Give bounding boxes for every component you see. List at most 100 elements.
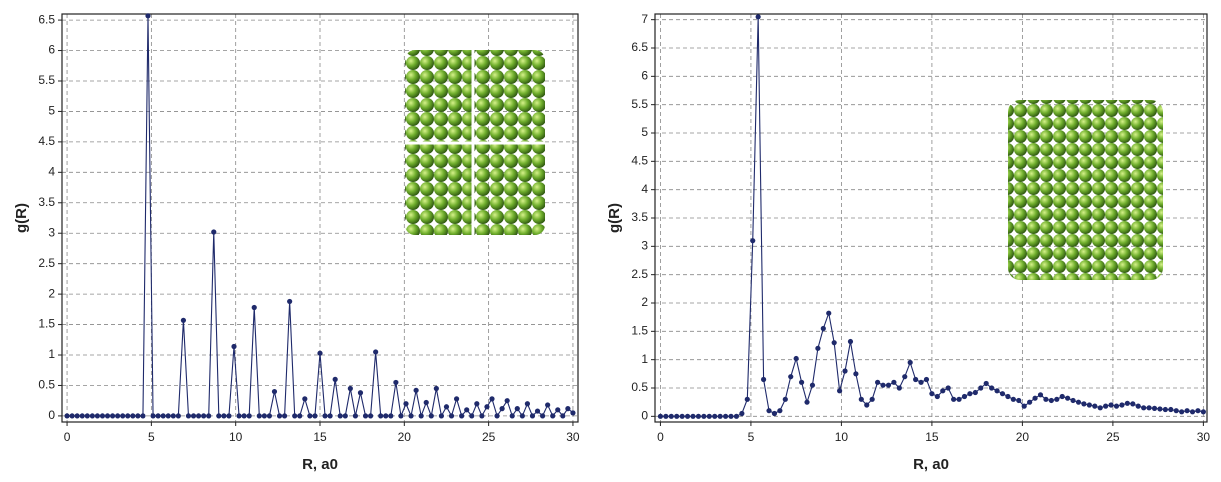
data-point xyxy=(972,389,978,396)
y-tick-label: 0.5 xyxy=(631,380,648,394)
data-point xyxy=(519,413,525,419)
data-point xyxy=(728,413,734,419)
y-tick-label: 4.5 xyxy=(38,134,55,148)
data-point xyxy=(750,238,756,244)
data-point xyxy=(918,379,924,385)
data-point xyxy=(378,413,384,419)
data-point xyxy=(999,391,1006,397)
data-point xyxy=(524,401,531,407)
x-tick-label: 10 xyxy=(835,430,849,444)
data-point xyxy=(145,13,151,19)
x-tick-label: 10 xyxy=(229,430,243,444)
data-point xyxy=(342,413,348,419)
y-tick-label: 2.5 xyxy=(631,267,648,281)
data-point xyxy=(706,413,712,419)
data-point xyxy=(961,393,968,400)
y-axis-label: g(R) xyxy=(606,203,623,233)
data-point xyxy=(201,413,207,419)
data-point xyxy=(534,408,541,414)
data-point xyxy=(1075,399,1082,405)
data-point xyxy=(570,410,576,416)
data-point xyxy=(211,229,217,235)
y-tick-label: 3 xyxy=(641,239,648,253)
data-point xyxy=(266,413,273,419)
y-tick-label: 6 xyxy=(48,43,55,57)
data-point xyxy=(560,413,566,419)
data-point xyxy=(1021,403,1027,409)
y-tick-label: 5.5 xyxy=(631,97,648,111)
data-point xyxy=(155,413,161,419)
data-point xyxy=(744,396,750,402)
data-point xyxy=(276,413,283,419)
x-tick-label: 15 xyxy=(313,430,327,444)
y-tick-label: 2 xyxy=(641,295,648,309)
data-point xyxy=(170,413,176,419)
data-point xyxy=(978,385,984,391)
data-point xyxy=(777,408,783,414)
data-point xyxy=(438,413,445,419)
data-point xyxy=(74,413,80,419)
data-point xyxy=(1108,402,1114,408)
data-point xyxy=(809,382,816,388)
data-point xyxy=(880,382,886,388)
data-point xyxy=(1016,397,1022,404)
data-point xyxy=(1124,400,1130,406)
data-point xyxy=(459,413,465,419)
x-axis-label: R, a0 xyxy=(913,456,949,473)
data-point xyxy=(837,388,843,394)
data-point xyxy=(453,396,460,402)
data-point xyxy=(945,385,951,391)
data-point xyxy=(1097,405,1103,411)
data-point xyxy=(771,410,778,417)
y-tick-label: 5 xyxy=(641,125,648,139)
data-point xyxy=(545,402,551,408)
x-tick-label: 25 xyxy=(1106,430,1120,444)
inset-left xyxy=(405,50,545,235)
data-point xyxy=(327,413,333,419)
data-point xyxy=(1010,396,1016,402)
data-point xyxy=(1048,397,1054,404)
data-point xyxy=(352,413,359,419)
y-tick-label: 5.5 xyxy=(38,73,55,87)
data-point xyxy=(831,340,837,346)
data-point xyxy=(934,393,940,400)
data-point xyxy=(722,413,729,419)
data-point xyxy=(923,376,930,383)
data-point xyxy=(1113,403,1120,409)
data-point xyxy=(983,380,989,387)
data-point xyxy=(241,413,247,419)
data-point xyxy=(418,413,424,419)
y-tick-label: 1.5 xyxy=(631,324,648,338)
data-point xyxy=(1065,395,1071,401)
data-point xyxy=(393,379,399,386)
data-point xyxy=(788,374,794,380)
data-point xyxy=(1086,402,1092,408)
data-point xyxy=(793,355,799,362)
data-point xyxy=(782,396,788,402)
data-point xyxy=(246,413,252,419)
data-point xyxy=(1135,403,1141,409)
data-point xyxy=(695,413,702,419)
data-point xyxy=(1157,406,1163,412)
data-point xyxy=(847,338,854,345)
data-point xyxy=(804,399,810,405)
data-point xyxy=(1070,397,1076,404)
y-tick-label: 3 xyxy=(48,225,55,239)
data-point xyxy=(967,391,973,397)
data-point xyxy=(657,413,664,419)
data-point xyxy=(989,385,995,391)
data-point xyxy=(504,398,510,404)
data-point xyxy=(529,413,536,419)
data-point xyxy=(373,349,379,355)
data-point xyxy=(663,413,669,419)
data-point xyxy=(798,379,805,385)
data-point xyxy=(302,396,308,402)
data-point xyxy=(1162,406,1168,413)
data-point xyxy=(1179,409,1185,415)
y-tick-label: 5 xyxy=(48,104,55,118)
x-tick-label: 20 xyxy=(1016,430,1030,444)
data-point xyxy=(287,298,293,305)
data-point xyxy=(135,413,141,419)
data-point xyxy=(509,413,515,419)
data-point xyxy=(565,406,571,412)
